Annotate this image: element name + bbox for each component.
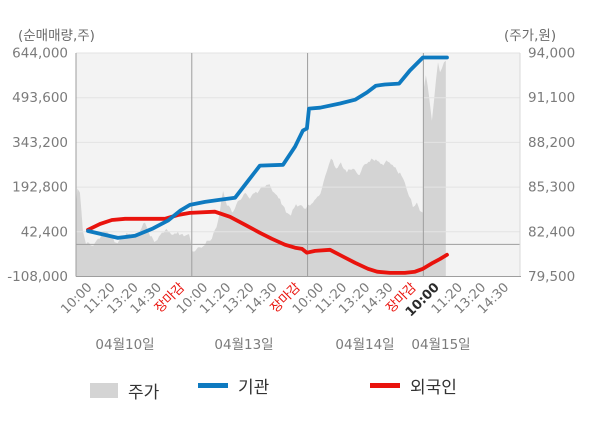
right-tick-label: 88,200 (528, 135, 575, 151)
day-label: 04월13일 (214, 337, 273, 353)
left-tick-label: 42,400 (21, 224, 68, 240)
price-area-swatch (90, 383, 118, 398)
foreigner-line-swatch (370, 383, 400, 388)
price-and-netflow-chart: 644,000 493,600 343,200 192,800 42,400 -108,0… (7, 46, 575, 354)
right-tick-label: 94,000 (528, 46, 575, 62)
left-tick-label: 343,200 (12, 135, 68, 151)
left-tick-label: -108,000 (7, 269, 68, 285)
right-tick-label: 91,100 (528, 90, 575, 106)
right-tick-label: 79,500 (528, 269, 575, 285)
day-label: 04월14일 (335, 337, 394, 353)
right-tick-label: 82,400 (528, 224, 575, 240)
institution-line (86, 55, 449, 240)
chart-legend: 주가 기관 외국인 (0, 374, 600, 404)
institution-line-swatch (198, 383, 228, 388)
left-tick-label: 493,600 (12, 90, 68, 106)
left-tick-label: 644,000 (12, 46, 68, 62)
legend-item-price: 주가 (90, 378, 159, 403)
legend-item-institution: 기관 (198, 378, 269, 398)
left-tick-label: 192,800 (12, 180, 68, 196)
right-axis-title: (주가,원) (504, 28, 557, 44)
legend-label-institution: 기관 (238, 378, 270, 398)
right-tick-label: 85,300 (528, 180, 575, 196)
day-label: 04월15일 (411, 337, 470, 353)
day-label: 04월10일 (95, 337, 154, 353)
legend-item-foreigner: 외국인 (370, 378, 457, 398)
legend-label-price: 주가 (128, 383, 160, 403)
left-axis-title: (순매매량,주) (18, 28, 95, 44)
legend-label-foreigner: 외국인 (410, 378, 457, 398)
price-area (76, 60, 446, 277)
